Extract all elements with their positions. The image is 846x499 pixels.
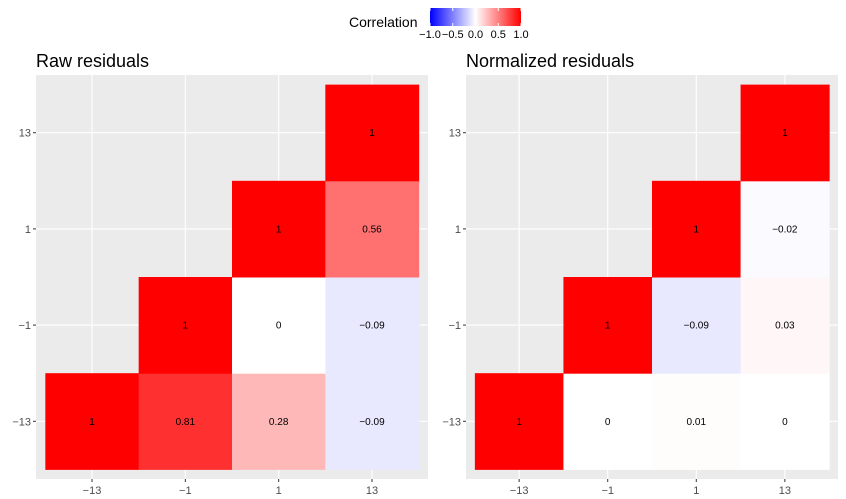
- heatmap-cell: [740, 84, 830, 182]
- cell-value-label: 0: [605, 417, 611, 428]
- legend-tick-label: 0.0: [468, 29, 483, 41]
- heatmap-cell: [740, 277, 830, 374]
- y-tick-label: −13: [442, 416, 461, 428]
- legend-tick-label: −0.5: [442, 29, 464, 41]
- y-tick-label: 1: [25, 224, 31, 236]
- legend-ticks: −1.0 −0.5 0.0 0.5 1.0: [419, 8, 529, 41]
- panel-title: Normalized residuals: [466, 51, 634, 71]
- heatmap-cell: [652, 373, 742, 470]
- x-tick-label: −13: [510, 485, 529, 497]
- panel-normalized-residuals: Normalized residuals 1 0 0.01 0 1 −0.09 0.03 1 −…: [442, 51, 838, 497]
- cell-value-label: −0.09: [684, 321, 710, 332]
- heatmap-cell: [325, 277, 420, 374]
- y-tick-label: 13: [449, 128, 461, 140]
- panel-title: Raw residuals: [36, 51, 149, 71]
- y-tick-label: 1: [455, 224, 461, 236]
- panel-raw-residuals: Raw residuals 1 0.81 0.28 −0.09 1 0 −0.09 1 0.56…: [12, 51, 428, 497]
- heatmap-cell: [138, 373, 233, 470]
- heatmap-cell: [232, 180, 326, 278]
- legend-colorbar: [430, 8, 521, 26]
- heatmap-cell: [563, 277, 653, 374]
- cell-value-label: 0.28: [269, 417, 289, 428]
- cell-value-label: 0.03: [775, 321, 795, 332]
- cell-value-label: 0.81: [176, 417, 196, 428]
- cell-value-label: 0.56: [362, 224, 382, 235]
- cell-value-label: 0: [782, 417, 788, 428]
- cell-value-label: −0.02: [772, 224, 798, 235]
- x-tick-label: 1: [276, 485, 282, 497]
- heatmap-cell: [652, 180, 742, 278]
- cell-value-label: 1: [694, 224, 700, 235]
- cell-value-label: 0: [276, 321, 282, 332]
- cell-value-label: 1: [516, 417, 522, 428]
- heatmap-cell: [45, 373, 140, 470]
- x-tick-label: 1: [693, 485, 699, 497]
- y-tick-label: −13: [12, 416, 31, 428]
- cell-value-label: −0.09: [359, 417, 385, 428]
- x-tick-label: −1: [179, 485, 192, 497]
- heatmap-cell: [740, 373, 830, 470]
- x-tick-label: 13: [366, 485, 378, 497]
- heatmap-cell: [474, 373, 564, 470]
- cell-value-label: 0.01: [687, 417, 707, 428]
- legend-tick-label: −1.0: [419, 29, 441, 41]
- heatmap-cell: [740, 180, 830, 278]
- cell-value-label: 1: [369, 128, 375, 139]
- heatmap-cell: [232, 373, 326, 470]
- y-tick-label: −1: [18, 320, 31, 332]
- heatmap-cell: [232, 277, 326, 374]
- cell-value-label: 1: [89, 417, 95, 428]
- legend-tick-label: 1.0: [513, 29, 528, 41]
- cell-value-label: 1: [782, 128, 788, 139]
- heatmap-cell: [652, 277, 742, 374]
- x-tick-label: 13: [779, 485, 791, 497]
- legend-tick-label: 0.5: [491, 29, 506, 41]
- cell-value-label: 1: [276, 224, 282, 235]
- legend-title: Correlation: [349, 14, 417, 30]
- heatmap-cell: [138, 277, 233, 374]
- heatmap-cell: [325, 180, 420, 278]
- legend: Correlation −1.0 −0.5 0.0 0.5 1.0: [349, 8, 529, 41]
- heatmap-cell: [325, 373, 420, 470]
- y-tick-label: 13: [19, 128, 31, 140]
- x-tick-label: −1: [601, 485, 614, 497]
- y-tick-label: −1: [448, 320, 461, 332]
- cell-value-label: −0.09: [359, 321, 385, 332]
- x-tick-label: −13: [83, 485, 102, 497]
- heatmap-cell: [563, 373, 653, 470]
- cell-value-label: 1: [183, 321, 189, 332]
- heatmap-cell: [325, 84, 420, 182]
- cell-value-label: 1: [605, 321, 611, 332]
